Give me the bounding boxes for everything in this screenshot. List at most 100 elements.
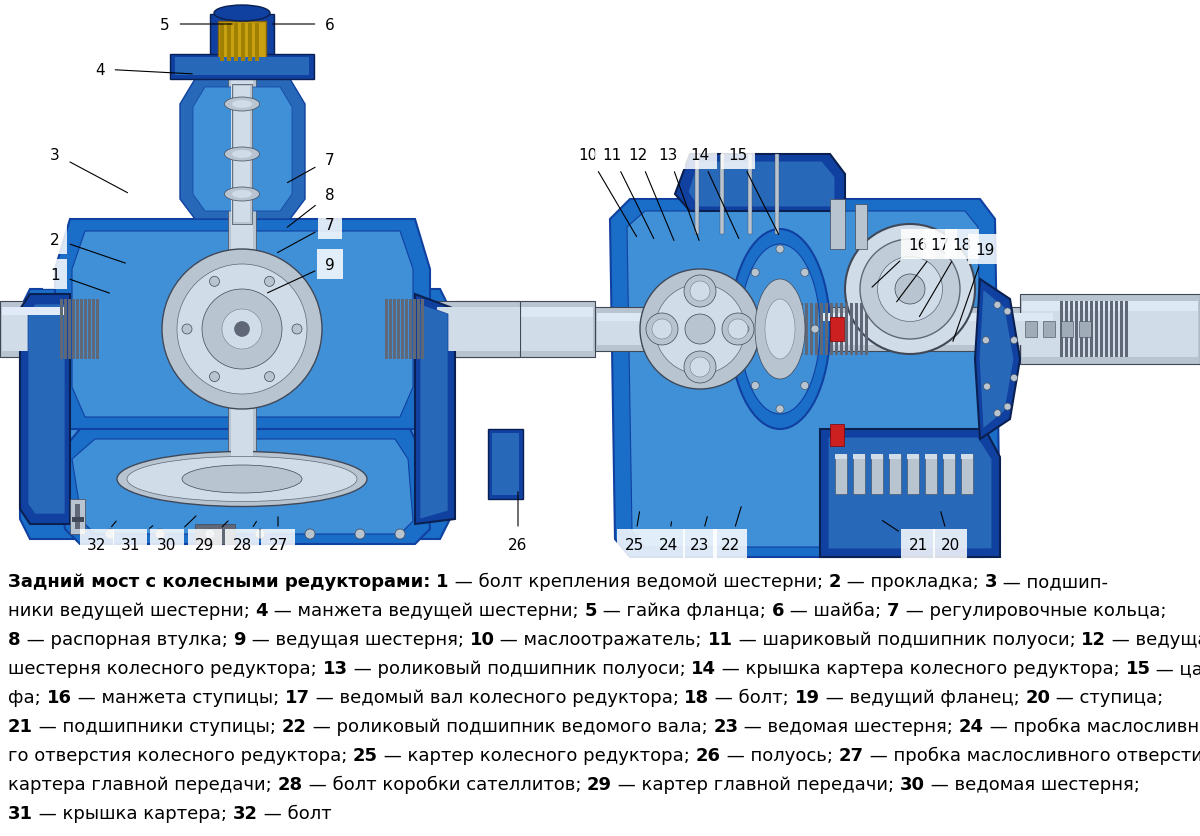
Ellipse shape [234, 322, 250, 337]
Text: 13: 13 [659, 147, 700, 241]
Text: — пробка маслосливно-: — пробка маслосливно- [984, 717, 1200, 736]
Bar [1061, 322, 1073, 338]
Circle shape [256, 529, 265, 539]
Ellipse shape [895, 275, 925, 304]
Bar [961, 455, 973, 494]
Bar [800, 303, 803, 355]
Bar [1070, 302, 1073, 358]
Circle shape [292, 324, 302, 334]
Circle shape [685, 314, 715, 344]
Text: — шайба;: — шайба; [784, 601, 887, 619]
Text: 28: 28 [277, 775, 302, 793]
Bar [1020, 294, 1200, 364]
Circle shape [182, 324, 192, 334]
Text: 19: 19 [953, 242, 995, 342]
Text: 26: 26 [509, 492, 528, 552]
Bar [1096, 302, 1098, 358]
Bar [234, 87, 250, 222]
Ellipse shape [730, 230, 830, 430]
Bar [1120, 302, 1123, 358]
Bar [925, 455, 937, 460]
Text: го отверстия колесного редуктора;: го отверстия колесного редуктора; [8, 746, 353, 764]
Ellipse shape [224, 188, 259, 201]
Bar [598, 314, 1054, 322]
Ellipse shape [127, 457, 358, 502]
Bar [385, 299, 388, 359]
Text: 22: 22 [282, 717, 307, 735]
Text: 12: 12 [629, 147, 674, 241]
Bar [0, 0, 1200, 559]
Ellipse shape [224, 98, 259, 112]
Ellipse shape [162, 250, 322, 410]
Text: — болт;: — болт; [709, 688, 794, 706]
Text: 18: 18 [919, 237, 972, 317]
Bar [775, 155, 779, 235]
PathPatch shape [72, 232, 413, 417]
Bar [397, 299, 400, 359]
Circle shape [684, 276, 716, 308]
Bar [835, 303, 838, 355]
Text: 20: 20 [1025, 688, 1050, 706]
Circle shape [646, 314, 678, 345]
Bar [830, 318, 844, 342]
Text: 27: 27 [839, 746, 864, 764]
Bar [1022, 302, 1198, 358]
Bar [248, 24, 252, 62]
Text: 8: 8 [287, 187, 335, 228]
PathPatch shape [828, 437, 992, 549]
PathPatch shape [420, 304, 448, 519]
Text: — болт коробки сателлитов;: — болт коробки сателлитов; [302, 775, 587, 793]
Bar [234, 24, 238, 62]
Bar [92, 299, 95, 359]
Bar [455, 302, 595, 358]
Bar [925, 455, 937, 494]
Bar [1080, 302, 1084, 358]
Ellipse shape [877, 257, 942, 322]
Text: 23: 23 [690, 517, 709, 552]
Circle shape [210, 277, 220, 287]
Circle shape [264, 372, 275, 382]
PathPatch shape [50, 304, 430, 524]
Text: — полуось;: — полуось; [721, 746, 839, 764]
Bar [1126, 302, 1128, 358]
Ellipse shape [232, 191, 252, 199]
Circle shape [652, 319, 672, 339]
Bar [907, 455, 919, 460]
Bar [230, 58, 253, 482]
Text: 1: 1 [436, 573, 449, 590]
Bar [436, 302, 520, 358]
Text: — болт крепления ведомой шестерни;: — болт крепления ведомой шестерни; [449, 573, 828, 590]
Bar [796, 303, 798, 355]
Text: 12: 12 [1081, 630, 1106, 648]
Text: — ступица;: — ступица; [1050, 688, 1164, 706]
Text: 19: 19 [794, 688, 820, 706]
Bar [1090, 302, 1093, 358]
Circle shape [994, 410, 1001, 417]
Bar [830, 425, 844, 446]
Ellipse shape [224, 148, 259, 162]
Bar [80, 299, 83, 359]
Bar [835, 455, 847, 460]
Ellipse shape [202, 289, 282, 370]
Bar [815, 303, 818, 355]
Text: 8: 8 [8, 630, 20, 648]
Bar [96, 299, 98, 359]
Ellipse shape [845, 225, 974, 354]
Text: 32: 32 [88, 522, 116, 552]
Circle shape [1010, 375, 1018, 382]
Ellipse shape [118, 452, 367, 507]
Text: 20: 20 [941, 512, 960, 552]
Text: — ведущая: — ведущая [1106, 630, 1200, 648]
Text: — картер главной передачи;: — картер главной передачи; [612, 775, 900, 793]
Text: 11: 11 [602, 147, 654, 239]
Bar [1110, 302, 1114, 358]
Text: 15: 15 [1126, 660, 1151, 677]
Text: 3: 3 [985, 573, 997, 590]
Bar [871, 455, 883, 494]
Text: 14: 14 [690, 147, 739, 239]
Circle shape [800, 382, 809, 390]
Bar [210, 15, 274, 70]
Bar [437, 308, 520, 352]
Text: — подшипники ступицы;: — подшипники ступицы; [34, 717, 282, 735]
Bar [961, 455, 973, 460]
